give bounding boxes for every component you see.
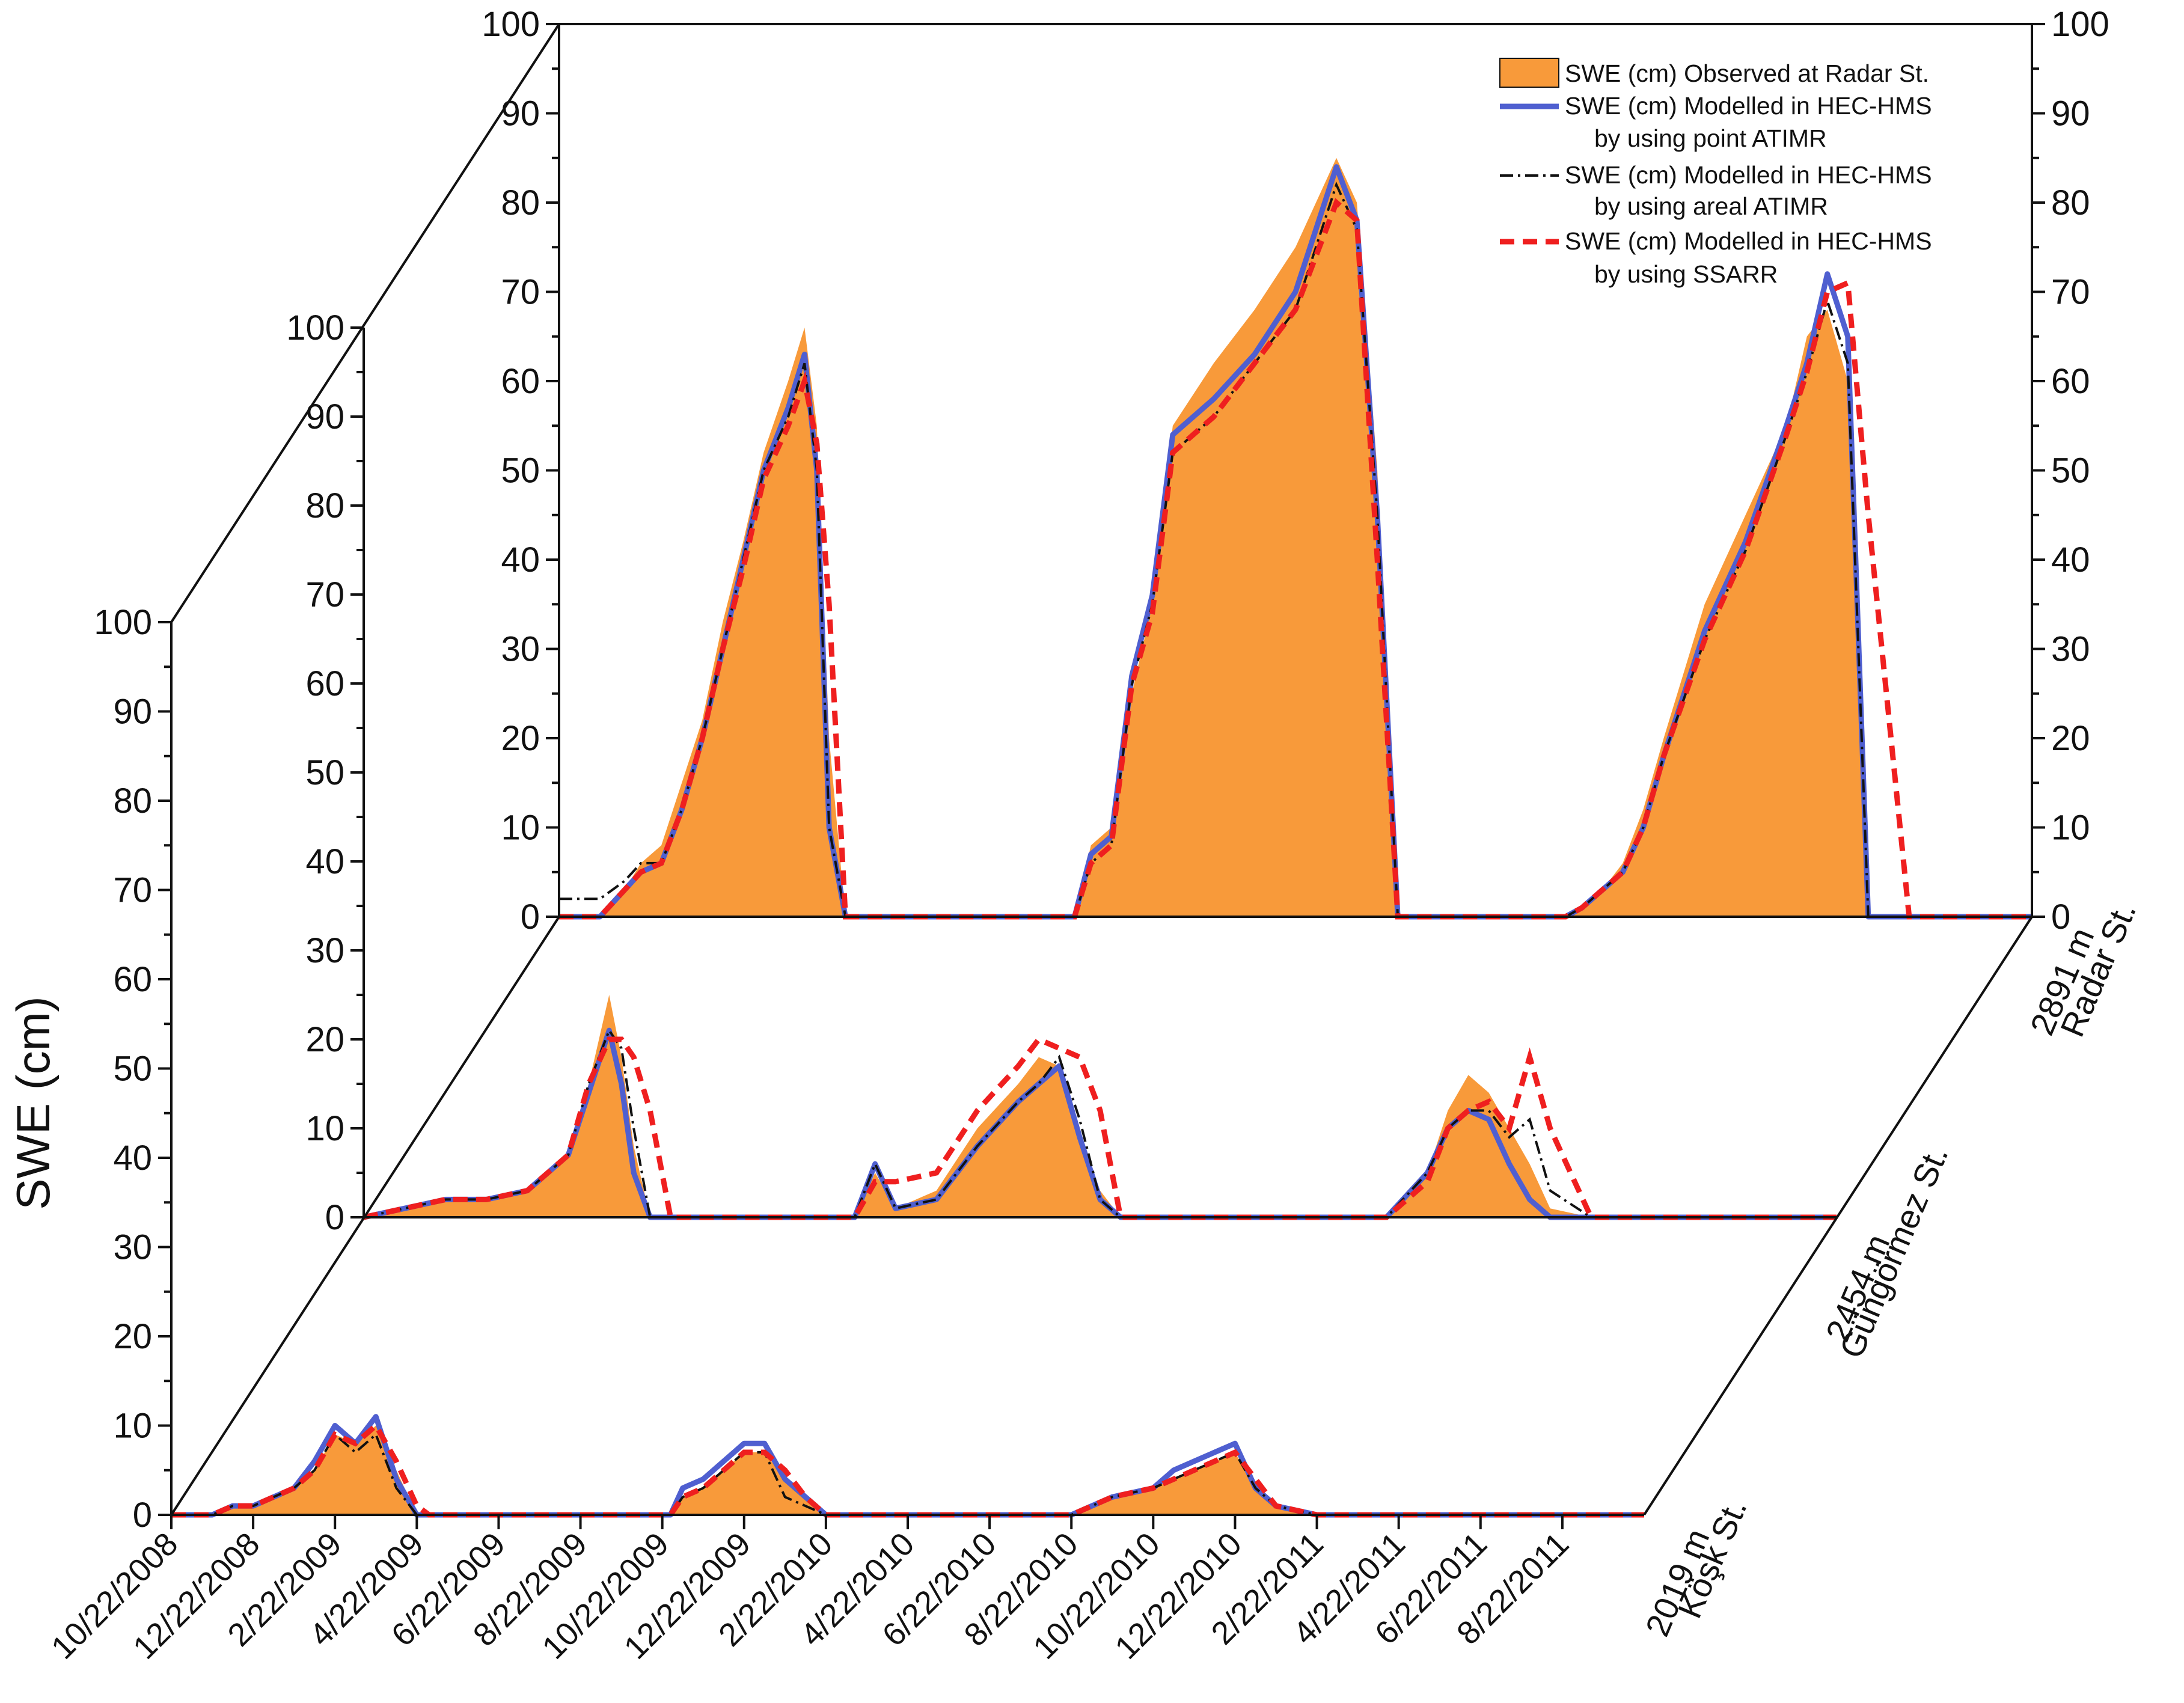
y-tick-label-kosk: 90 [113,693,152,732]
y-tick-label-kosk: 80 [113,781,152,821]
y-tick-label-gungormez: 90 [305,397,344,436]
depth-edge-left-top [170,23,560,623]
series-layer [171,157,2032,1518]
ssarr-line-kosk [171,1421,1644,1518]
y-tick-label-kosk: 100 [94,603,152,642]
y-tick-label-radar: 90 [501,94,540,133]
y-tick-label-gungormez: 100 [286,308,344,347]
y-tick-label-gungormez: 70 [305,575,344,614]
y-tick-label-radar: 50 [501,451,540,491]
right-tick-label-radar: 0 [2051,897,2070,937]
right-tick-label-radar: 20 [2051,719,2090,758]
y-tick-label-kosk: 30 [113,1228,152,1267]
y-tick-label-gungormez: 50 [305,753,344,792]
point-atimr-line-kosk [171,1414,1644,1518]
y-tick-label-radar: 70 [501,273,540,312]
observed-area-kosk [171,1425,1644,1515]
right-tick-label-radar: 100 [2051,5,2109,44]
areal-atimr-line-gungormez [363,1027,1837,1218]
legend-swatch-observed [1499,58,1559,88]
y-tick-label-kosk: 50 [113,1050,152,1089]
y-tick-label-radar: 100 [482,5,540,44]
legend-text-point-2: by using point ATIMR [1594,124,1827,152]
y-tick-label-gungormez: 20 [305,1020,344,1059]
right-tick-label-radar: 60 [2051,362,2090,401]
observed-area-gungormez [364,995,1837,1217]
y-tick-label-radar: 20 [501,719,540,758]
right-tick-label-radar: 70 [2051,273,2090,312]
y-tick-label-radar: 60 [501,362,540,401]
y-tick-label-gungormez: 40 [305,842,344,881]
y-tick-label-radar: 10 [501,809,540,848]
y-tick-label-gungormez: 80 [305,486,344,525]
y-tick-label-kosk: 10 [113,1407,152,1446]
legend-text-areal-2: by using areal ATIMR [1594,192,1828,220]
areal-atimr-line-radar [559,181,2032,918]
y-tick-label-kosk: 60 [113,960,152,999]
right-tick-label-radar: 30 [2051,630,2090,669]
legend: SWE (cm) Observed at Radar St. SWE (cm) … [1499,58,1932,288]
right-tick-label-radar: 50 [2051,451,2090,491]
legend-text-point-1: SWE (cm) Modelled in HEC-HMS [1565,92,1932,120]
y-tick-label-gungormez: 30 [305,931,344,970]
y-tick-label-kosk: 20 [113,1317,152,1356]
y-axis-label: SWE (cm) [7,996,60,1209]
y-tick-label-radar: 80 [501,183,540,222]
legend-text-ssarr-2: by using SSARR [1594,260,1778,288]
observed-area-radar [559,157,2032,917]
legend-text-areal-1: SWE (cm) Modelled in HEC-HMS [1565,161,1932,189]
y-tick-label-radar: 40 [501,540,540,579]
right-tick-label-radar: 90 [2051,94,2090,133]
right-tick-label-radar: 10 [2051,809,2090,848]
legend-text-observed: SWE (cm) Observed at Radar St. [1565,60,1929,87]
depth-edge-left-base [170,916,560,1516]
y-tick-label-kosk: 40 [113,1139,152,1178]
right-tick-label-radar: 80 [2051,183,2090,222]
ssarr-line-radar [559,198,2032,920]
y-tick-label-gungormez: 60 [305,664,344,703]
legend-text-ssarr-1: SWE (cm) Modelled in HEC-HMS [1565,227,1932,255]
y-tick-label-gungormez: 10 [305,1109,344,1148]
depth-edge-right-base [1643,916,2033,1516]
ssarr-line-gungormez [363,1036,1837,1220]
right-tick-label-radar: 40 [2051,540,2090,579]
y-tick-label-kosk: 0 [133,1496,152,1535]
y-tick-label-kosk: 70 [113,871,152,910]
y-tick-label-radar: 30 [501,630,540,669]
y-tick-label-gungormez: 0 [325,1198,344,1237]
y-tick-label-radar: 0 [521,897,540,937]
